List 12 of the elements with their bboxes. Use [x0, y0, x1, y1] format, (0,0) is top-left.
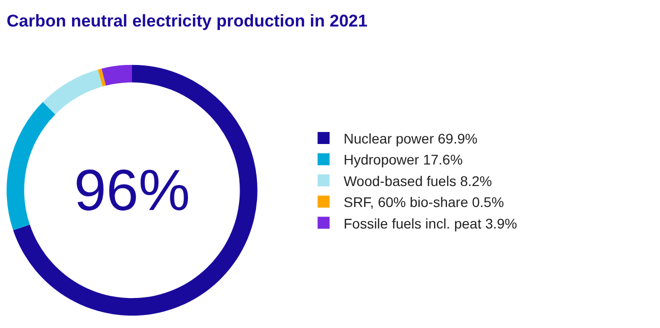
donut-slice: [98, 68, 106, 86]
donut-slice: [13, 64, 258, 316]
donut-slice: [42, 70, 103, 114]
legend-label: Wood-based fuels 8.2%: [344, 172, 492, 189]
text: 96%: [74, 158, 190, 223]
legend-label: Hydropower 17.6%: [344, 152, 463, 168]
donut-slice: [6, 102, 56, 230]
legend-label: SRF, 60% bio-share 0.5%: [344, 194, 504, 210]
legend-label: Fossile fuels incl. peat 3.9%: [344, 215, 518, 232]
legend-label: Nuclear power 69.9%: [344, 130, 478, 146]
chart-title: Carbon neutral electricity production in 2021: [6, 12, 368, 31]
donut-slice: [102, 64, 132, 86]
